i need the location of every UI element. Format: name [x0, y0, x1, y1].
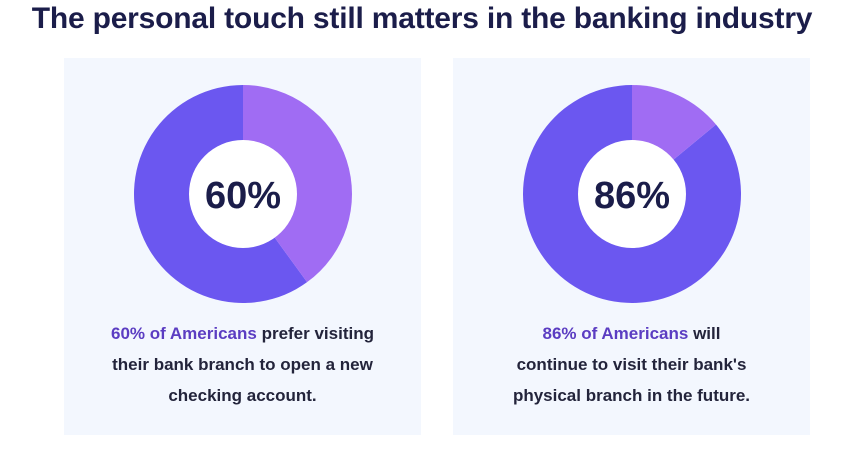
- stat-caption: 86% of Americans will continue to visit …: [473, 318, 790, 411]
- donut-chart: 60%: [134, 85, 352, 303]
- donut-chart-svg: 60%: [134, 85, 352, 303]
- stat-highlight: 86% of Americans: [542, 324, 689, 343]
- donut-hole: [189, 140, 297, 248]
- page-title: The personal touch still matters in the …: [31, 2, 813, 35]
- stat-card-future-visits: 86% 86% of Americans will continue to vi…: [453, 58, 810, 435]
- donut-center-value: 60%: [205, 175, 281, 217]
- caption-line3: checking account.: [168, 386, 317, 405]
- stat-card-branch-preference: 60% 60% of Americans prefer visiting the…: [64, 58, 421, 435]
- donut-center-value: 86%: [594, 175, 670, 217]
- stat-highlight: 60% of Americans: [111, 324, 257, 343]
- caption-line2: their bank branch to open a new: [112, 355, 373, 374]
- caption-line3: physical branch in the future.: [512, 386, 751, 405]
- donut-hole: [578, 140, 686, 248]
- caption-line1-rest: will: [688, 324, 721, 343]
- donut-chart: 86%: [523, 85, 741, 303]
- caption-line2: continue to visit their bank's: [516, 355, 747, 374]
- stat-caption: 60% of Americans prefer visiting their b…: [84, 318, 401, 411]
- donut-chart-svg: 86%: [523, 85, 741, 303]
- caption-line1-rest: prefer visiting: [256, 324, 374, 343]
- donut-slice-remainder: [243, 85, 352, 283]
